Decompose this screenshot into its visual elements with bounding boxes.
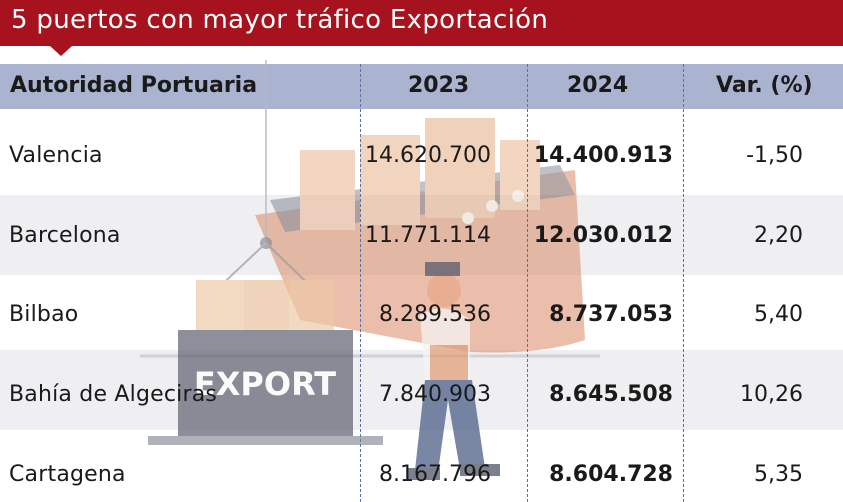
column-divider xyxy=(683,64,684,502)
row-2024-barcelona: 12.030.012 xyxy=(533,223,673,248)
row-var-bilbao: 5,40 xyxy=(754,302,803,327)
crane-container-icon: EXPORT xyxy=(148,60,383,445)
header-2023: 2023 xyxy=(408,73,470,98)
row-2023-valencia: 14.620.700 xyxy=(365,143,491,168)
header-port: Autoridad Portuaria xyxy=(10,73,258,98)
title-pointer xyxy=(50,46,72,56)
row-port-valencia: Valencia xyxy=(9,143,103,168)
table-header xyxy=(0,64,843,109)
row-var-cartagena: 5,35 xyxy=(754,462,803,487)
row-port-algeciras: Bahía de Algeciras xyxy=(9,382,218,407)
row-2024-algeciras: 8.645.508 xyxy=(549,382,673,407)
title-bar: 5 puertos con mayor tráfico Exportación xyxy=(0,0,843,46)
row-2023-algeciras: 7.840.903 xyxy=(379,382,491,407)
row-2024-cartagena: 8.604.728 xyxy=(549,462,673,487)
row-2024-bilbao: 8.737.053 xyxy=(549,302,673,327)
row-var-valencia: -1,50 xyxy=(746,143,803,168)
worker-icon xyxy=(408,262,500,480)
row-var-barcelona: 2,20 xyxy=(754,223,803,248)
row-var-algeciras: 10,26 xyxy=(740,382,803,407)
row-2023-bilbao: 8.289.536 xyxy=(379,302,491,327)
header-variation: Var. (%) xyxy=(716,73,813,98)
row-2024-valencia: 14.400.913 xyxy=(533,143,673,168)
header-2024: 2024 xyxy=(567,73,629,98)
container-label: EXPORT xyxy=(194,365,336,403)
row-2023-cartagena: 8.167.796 xyxy=(379,462,491,487)
row-port-bilbao: Bilbao xyxy=(9,302,79,327)
column-divider xyxy=(527,64,528,502)
column-divider xyxy=(360,64,361,502)
page-title: 5 puertos con mayor tráfico Exportación xyxy=(11,5,549,35)
row-port-cartagena: Cartagena xyxy=(9,462,126,487)
cargo-ship-icon xyxy=(140,118,600,358)
row-2023-barcelona: 11.771.114 xyxy=(365,223,491,248)
row-port-barcelona: Barcelona xyxy=(9,223,121,248)
